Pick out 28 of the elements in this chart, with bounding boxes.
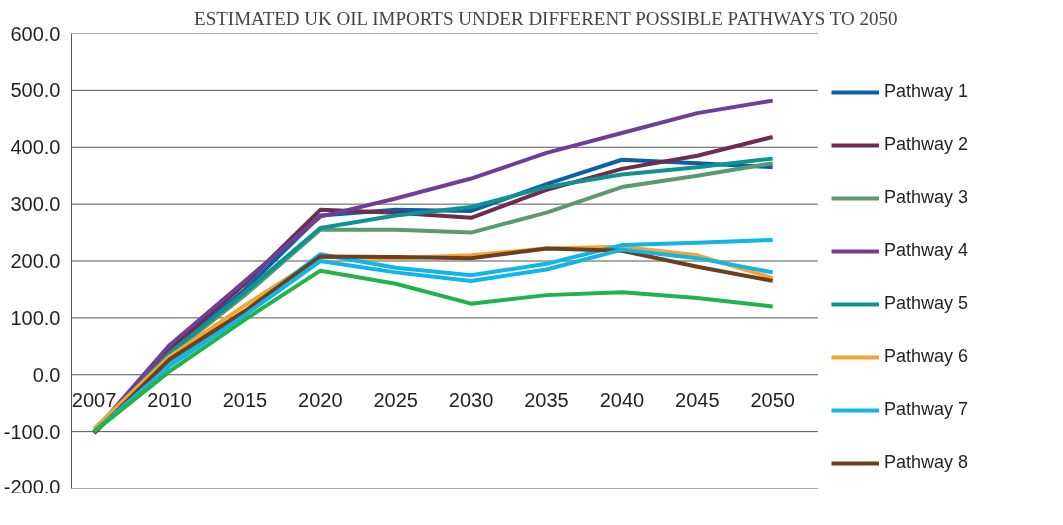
legend-label: Pathway 3: [884, 187, 969, 208]
chart-title: ESTIMATED UK OIL IMPORTS UNDER DIFFERENT POSSIBLE PATHWAYS TO 2050: [194, 7, 898, 29]
x-tick-label: 2035: [524, 388, 569, 411]
legend-label: Pathway 8: [884, 452, 969, 473]
x-tick-label: 2025: [373, 388, 418, 411]
y-tick-label: -100.0: [3, 420, 61, 443]
x-tick-label: 2045: [675, 388, 720, 411]
y-tick-label: 0.0: [32, 363, 61, 386]
x-tick-label: 2050: [750, 388, 795, 411]
legend-label: Pathway 6: [884, 346, 969, 367]
y-tick-label: 200.0: [10, 250, 61, 272]
y-tick-label: -200.0: [3, 475, 61, 498]
x-tick-label: 2040: [599, 388, 645, 411]
x-tick-label: 2020: [298, 388, 343, 411]
x-tick-label: 2007: [71, 388, 117, 411]
legend-label: Pathway 4: [884, 240, 969, 261]
y-tick-label: 500.0: [10, 79, 61, 102]
y-tick-label: 100.0: [10, 306, 61, 329]
y-tick-label: 600.0: [10, 22, 61, 45]
legend-label: Pathway 2: [884, 134, 969, 155]
x-tick-label: 2015: [222, 388, 268, 411]
x-tick-label: 2030: [448, 388, 494, 411]
legend-label: Pathway 1: [884, 81, 969, 102]
legend-label: Pathway 5: [884, 293, 969, 314]
x-tick-label: 2010: [147, 388, 192, 411]
legend-label: Pathway 7: [884, 399, 969, 420]
y-tick-label: 300.0: [10, 193, 61, 216]
y-tick-label: 400.0: [10, 136, 61, 159]
